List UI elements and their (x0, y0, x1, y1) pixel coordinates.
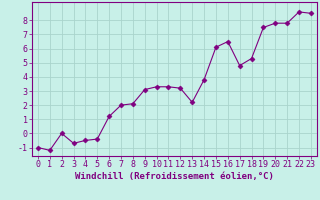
X-axis label: Windchill (Refroidissement éolien,°C): Windchill (Refroidissement éolien,°C) (75, 172, 274, 181)
